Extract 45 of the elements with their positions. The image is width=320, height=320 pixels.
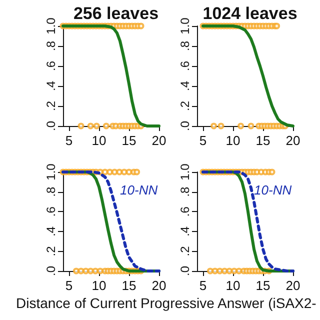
x-tick-label: 15 xyxy=(122,278,136,293)
y-tick-label: .0 xyxy=(44,120,58,132)
y-tick-label: .4 xyxy=(44,226,58,236)
annotation: 10-NN xyxy=(254,182,292,198)
y-tick-label: .8 xyxy=(44,40,58,52)
y-tick-label: .6 xyxy=(44,60,58,72)
chart-title: 256 leaves xyxy=(73,4,159,23)
y-tick-label: .0 xyxy=(44,266,58,276)
y-tick-label: .0 xyxy=(178,120,192,132)
y-tick-label: .8 xyxy=(178,40,192,52)
x-tick-label: 20 xyxy=(152,278,166,293)
y-tick-label: .8 xyxy=(178,186,192,197)
x-tick-label: 5 xyxy=(199,133,207,148)
y-tick-label: .6 xyxy=(178,206,192,217)
y-tick-label: .6 xyxy=(44,206,58,217)
x-tick-label: 15 xyxy=(256,278,270,293)
y-tick-label: .0 xyxy=(178,266,192,276)
x-tick-label: 10 xyxy=(92,133,106,148)
y-tick-label: .2 xyxy=(178,246,192,256)
y-tick-label: .2 xyxy=(178,100,192,112)
x-tick-label: 10 xyxy=(226,278,240,293)
x-tick-label: 15 xyxy=(256,133,270,148)
y-tick-label: .6 xyxy=(178,60,192,72)
x-tick-label: 20 xyxy=(152,133,166,148)
y-tick-label: .4 xyxy=(44,80,58,92)
y-tick-label: .4 xyxy=(178,226,192,236)
x-tick-label: 5 xyxy=(199,278,207,293)
y-tick-label: 1.0 xyxy=(44,163,58,180)
x-tick-label: 10 xyxy=(92,278,106,293)
x-axis-title: Distance of Current Progressive Answer (iSAX2- xyxy=(16,295,317,311)
x-tick-label: 10 xyxy=(226,133,240,148)
x-tick-label: 20 xyxy=(286,133,300,148)
x-tick-label: 5 xyxy=(65,278,73,293)
y-tick-label: .4 xyxy=(178,80,192,92)
y-tick-label: .2 xyxy=(44,246,58,256)
x-tick-label: 15 xyxy=(122,133,136,148)
chart-title: 1024 leaves xyxy=(202,4,298,23)
y-tick-label: 1.0 xyxy=(178,163,192,180)
annotation: 10-NN xyxy=(120,182,158,198)
y-tick-label: 1.0 xyxy=(178,17,192,34)
y-tick-label: 1.0 xyxy=(44,17,58,34)
x-tick-label: 5 xyxy=(65,133,73,148)
x-tick-label: 20 xyxy=(286,278,300,293)
y-tick-label: .8 xyxy=(44,186,58,197)
y-tick-label: .2 xyxy=(44,100,58,112)
